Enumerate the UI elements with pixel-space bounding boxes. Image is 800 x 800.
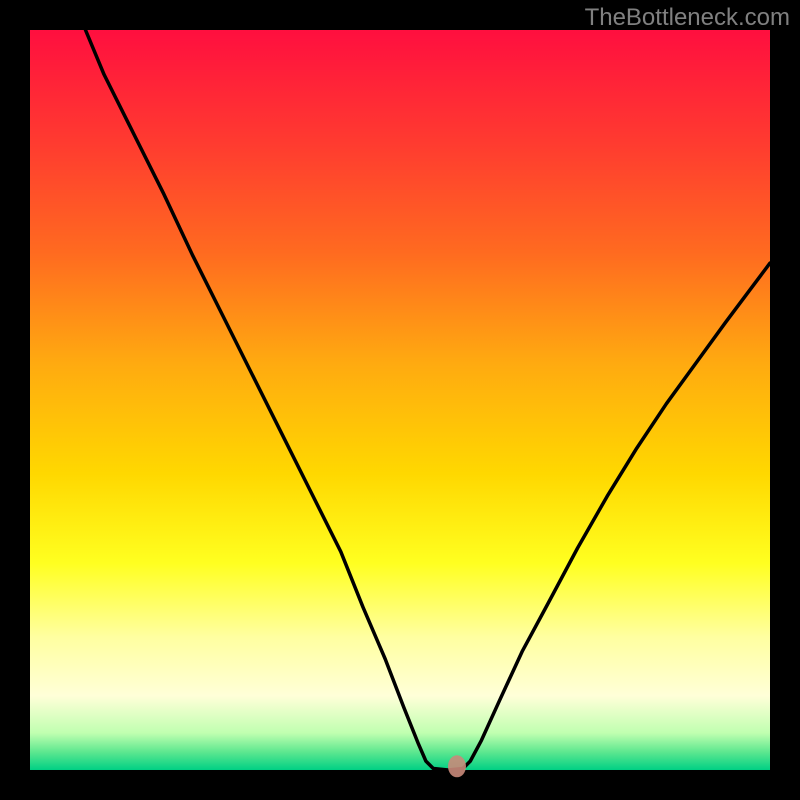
optimal-point-marker bbox=[448, 755, 466, 777]
watermark-label: TheBottleneck.com bbox=[585, 4, 790, 32]
bottleneck-chart: TheBottleneck.com bbox=[0, 0, 800, 800]
chart-svg bbox=[0, 0, 800, 800]
